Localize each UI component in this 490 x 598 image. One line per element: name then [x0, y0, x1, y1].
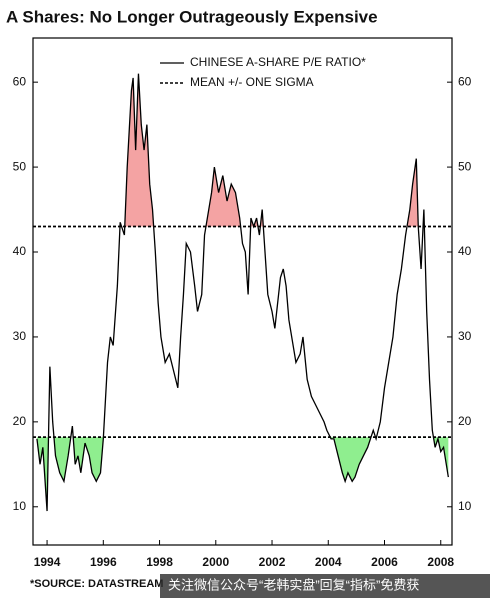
watermark-bg: [160, 574, 490, 598]
y-tick-label: 20: [13, 414, 27, 428]
y2-tick-label: 10: [458, 499, 472, 513]
upper-fill: [119, 73, 425, 227]
pe-line: [36, 73, 449, 512]
x-tick-label: 2004: [315, 555, 342, 569]
x-tick-label: 2006: [371, 555, 398, 569]
chart-title: A Shares: No Longer Outrageously Expensi…: [6, 7, 378, 26]
y-tick-label: 60: [13, 74, 27, 88]
y-tick-label: 50: [13, 159, 27, 173]
y2-tick-label: 50: [458, 159, 472, 173]
y2-tick-label: 30: [458, 329, 472, 343]
x-tick-label: 2000: [202, 555, 229, 569]
x-tick-label: 1994: [34, 555, 61, 569]
y-tick-label: 40: [13, 244, 27, 258]
x-tick-label: 2008: [427, 555, 454, 569]
watermark: 关注微信公众号“老韩实盘”回复“指标”免费获: [168, 577, 419, 592]
legend-label: MEAN +/- ONE SIGMA: [190, 75, 314, 89]
source-note: *SOURCE: DATASTREAM: [30, 578, 163, 590]
y2-tick-label: 20: [458, 414, 472, 428]
y-tick-label: 10: [13, 499, 27, 513]
x-tick-label: 2002: [259, 555, 286, 569]
y2-tick-label: 40: [458, 244, 472, 258]
y-tick-label: 30: [13, 329, 27, 343]
x-tick-label: 1998: [146, 555, 173, 569]
legend-label: CHINESE A-SHARE P/E RATIO*: [190, 55, 366, 69]
lower-fill: [36, 437, 449, 512]
y2-tick-label: 60: [458, 74, 472, 88]
x-tick-label: 1996: [90, 555, 117, 569]
plot-frame: [32, 37, 453, 546]
